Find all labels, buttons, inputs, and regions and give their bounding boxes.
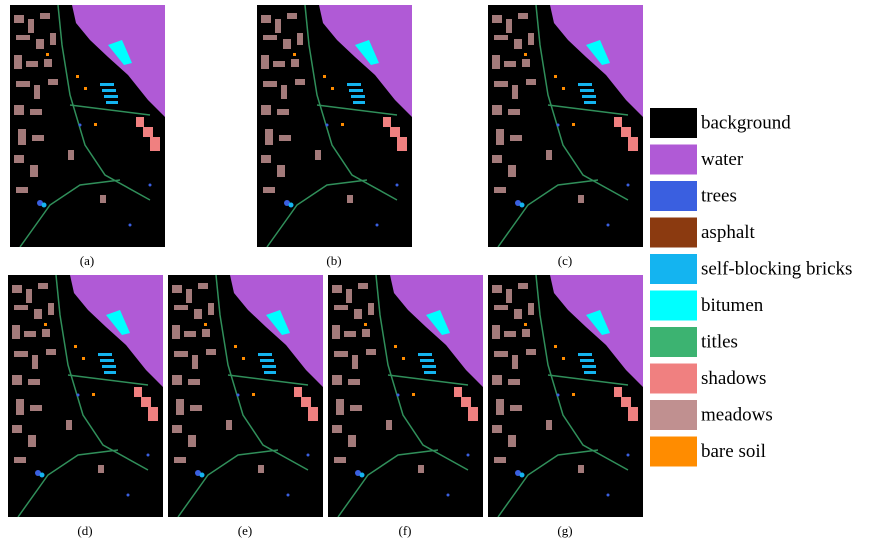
legend-label: background bbox=[701, 112, 791, 133]
legend-swatch bbox=[650, 437, 697, 467]
legend-swatch bbox=[650, 291, 697, 321]
classification-map bbox=[168, 275, 323, 517]
legend-label: titles bbox=[701, 331, 738, 352]
legend-label: meadows bbox=[701, 404, 773, 425]
panel-label: (c) bbox=[558, 253, 572, 268]
figure: (a) (b) (c) (d) (e) (f) (g) background water tre… bbox=[0, 0, 875, 546]
classification-map bbox=[488, 5, 643, 247]
legend-label: trees bbox=[701, 185, 737, 206]
legend-swatch bbox=[650, 400, 697, 430]
classification-map bbox=[488, 275, 643, 517]
legend-swatch bbox=[650, 254, 697, 284]
panel-label: (d) bbox=[77, 523, 92, 538]
panels: (a) (b) (c) (d) (e) (f) (g) bbox=[8, 5, 643, 538]
classification-map bbox=[328, 275, 483, 517]
legend-swatch bbox=[650, 327, 697, 357]
panel-label: (b) bbox=[326, 253, 341, 268]
panel-label: (a) bbox=[80, 253, 94, 268]
legend-swatch bbox=[650, 364, 697, 394]
legend-label: self-blocking bricks bbox=[701, 258, 852, 279]
panel-label: (g) bbox=[557, 523, 572, 538]
legend-swatch bbox=[650, 108, 697, 138]
legend-label: bitumen bbox=[701, 295, 764, 316]
classification-map bbox=[8, 275, 163, 517]
classification-map bbox=[257, 5, 412, 247]
panel-label: (e) bbox=[238, 523, 252, 538]
legend: background water trees asphalt self-blocking… bbox=[650, 108, 852, 467]
legend-swatch bbox=[650, 181, 697, 211]
legend-label: water bbox=[701, 149, 744, 170]
legend-label: bare soil bbox=[701, 441, 766, 462]
legend-swatch bbox=[650, 145, 697, 175]
legend-swatch bbox=[650, 218, 697, 248]
legend-label: shadows bbox=[701, 368, 766, 389]
legend-label: asphalt bbox=[701, 222, 756, 243]
classification-map bbox=[10, 5, 165, 247]
panel-label: (f) bbox=[399, 523, 412, 538]
